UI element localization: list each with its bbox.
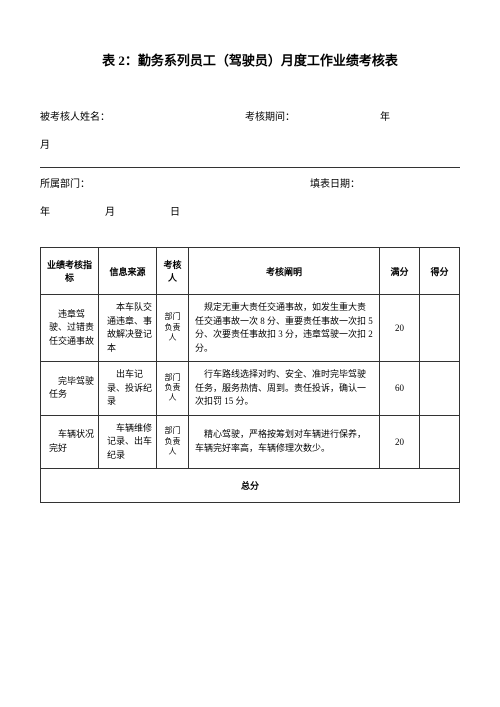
cell-assessor: 部门负责人 [157,415,189,469]
name-label: 被考核人姓名： [40,109,110,127]
th-indicator: 业绩考核指标 [41,248,99,295]
month-label: 月 [40,140,50,151]
cell-assessor: 部门负责人 [157,295,189,362]
cell-score [420,362,460,416]
table-row: 违章驾驶、过错责任交通事故 本车队交通违章、事故解决登记本 部门负责人 规定无重… [41,295,460,362]
header-line-3: 年 月 日 [40,204,460,222]
cell-indicator: 违章驾驶、过错责任交通事故 [41,295,99,362]
cell-source: 出车记录、投诉纪录 [99,362,157,416]
th-source: 信息来源 [99,248,157,295]
divider-1 [40,167,460,168]
table-row: 完毕驾驶任务 出车记录、投诉纪录 部门负责人 行车路线选择对旳、安全、准时完毕驾… [41,362,460,416]
cell-source: 本车队交通违章、事故解决登记本 [99,295,157,362]
cell-indicator: 完毕驾驶任务 [41,362,99,416]
dept-label: 所属部门： [40,176,90,194]
document-title: 表 2：勤务系列员工（驾驶员）月度工作业绩考核表 [40,50,460,69]
cell-source: 车辆维修记录、出车纪录 [99,415,157,469]
header-line-1: 被考核人姓名： 考核期间： 年 [40,109,460,127]
th-max: 满分 [380,248,420,295]
cell-desc: 规定无重大责任交通事故，如发生重大责任交通事故一次 8 分、重要责任事故一次扣 … [189,295,380,362]
cell-max: 20 [380,415,420,469]
th-desc: 考核阐明 [189,248,380,295]
date-year: 年 [40,207,50,218]
cell-max: 20 [380,295,420,362]
total-label: 总分 [41,469,460,503]
date-month: 月 [105,207,115,218]
cell-assessor: 部门负责人 [157,362,189,416]
fill-date-label: 填表日期： [310,176,360,194]
date-day: 日 [170,207,180,218]
header-line-2: 所属部门： 填表日期： [40,176,460,194]
table-header-row: 业绩考核指标 信息来源 考核人 考核阐明 满分 得分 [41,248,460,295]
cell-indicator: 车辆状况完好 [41,415,99,469]
header-line-1b: 月 [40,137,460,155]
total-row: 总分 [41,469,460,503]
period-label: 考核期间： [245,109,295,127]
th-score: 得分 [420,248,460,295]
cell-score [420,415,460,469]
cell-score [420,295,460,362]
th-assessor: 考核人 [157,248,189,295]
table-row: 车辆状况完好 车辆维修记录、出车纪录 部门负责人 精心驾驶，严格按筹划对车辆进行… [41,415,460,469]
assessment-table: 业绩考核指标 信息来源 考核人 考核阐明 满分 得分 违章驾驶、过错责任交通事故… [40,247,460,503]
year-label: 年 [380,112,390,123]
cell-max: 60 [380,362,420,416]
cell-desc: 精心驾驶，严格按筹划对车辆进行保养，车辆完好率高，车辆修理次数少。 [189,415,380,469]
cell-desc: 行车路线选择对旳、安全、准时完毕驾驶任务，服务热情、周到。责任投诉，确认一次扣罚… [189,362,380,416]
